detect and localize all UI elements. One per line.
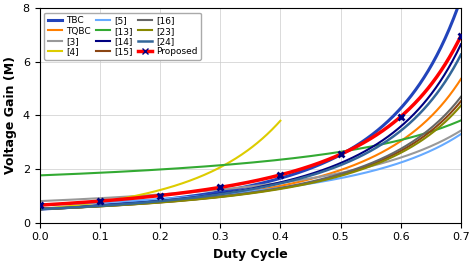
Y-axis label: Voltage Gain (M): Voltage Gain (M) <box>4 56 17 174</box>
Legend: TBC, TQBC, [3], [4], [5], [13], [14], [15], [16], [23], [24], Proposed: TBC, TQBC, [3], [4], [5], [13], [14], [1… <box>44 13 201 60</box>
X-axis label: Duty Cycle: Duty Cycle <box>213 248 288 261</box>
